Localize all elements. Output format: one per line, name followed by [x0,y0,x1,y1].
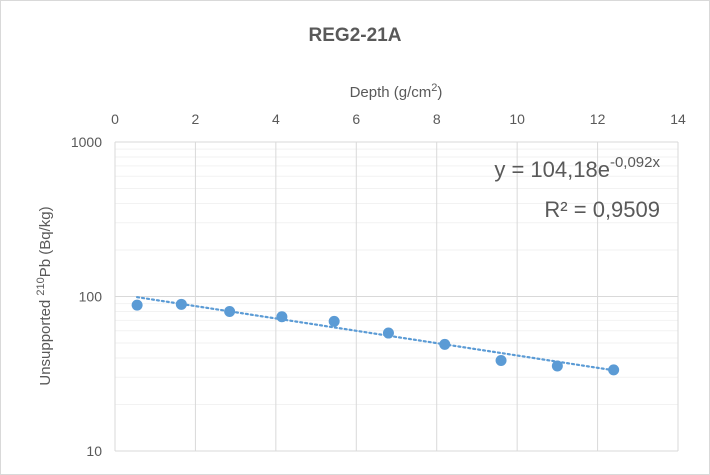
data-point [382,327,394,339]
x-tick-label: 10 [509,111,525,127]
data-point [439,338,451,350]
major-gridlines [114,141,679,452]
y-axis-title: Unsupported 210Pb (Bq/kg) [35,206,54,385]
y-tick-label: 1000 [71,134,102,150]
trendline-group [136,296,615,372]
data-point [276,311,288,323]
y-tick-labels: 10 100 1000 [71,134,102,459]
trendline [136,296,615,372]
x-tick-label: 0 [111,111,119,127]
data-point [551,360,563,372]
x-tick-label: 2 [192,111,200,127]
x-tick-label: 8 [433,111,441,127]
chart-title: REG2-21A [309,25,402,46]
x-axis-title: Depth (g/cm2) [350,82,443,101]
data-point [175,298,187,310]
data-point [224,305,236,317]
data-point [608,364,620,376]
minor-gridlines [115,148,678,405]
x-tick-label: 12 [590,111,606,127]
r-squared-label: R² = 0,9509 [544,197,660,222]
data-point [328,315,340,327]
x-tick-labels: 0 2 4 6 8 10 12 14 [111,111,686,127]
data-point [495,355,507,367]
data-points [131,298,620,376]
x-tick-label: 14 [670,111,686,127]
trendline-equation: y = 104,18e-0,092x [494,154,660,182]
x-tick-label: 4 [272,111,280,127]
y-tick-label: 100 [79,289,103,305]
data-point [131,299,143,311]
y-tick-label: 10 [86,443,102,459]
x-tick-label: 6 [352,111,360,127]
